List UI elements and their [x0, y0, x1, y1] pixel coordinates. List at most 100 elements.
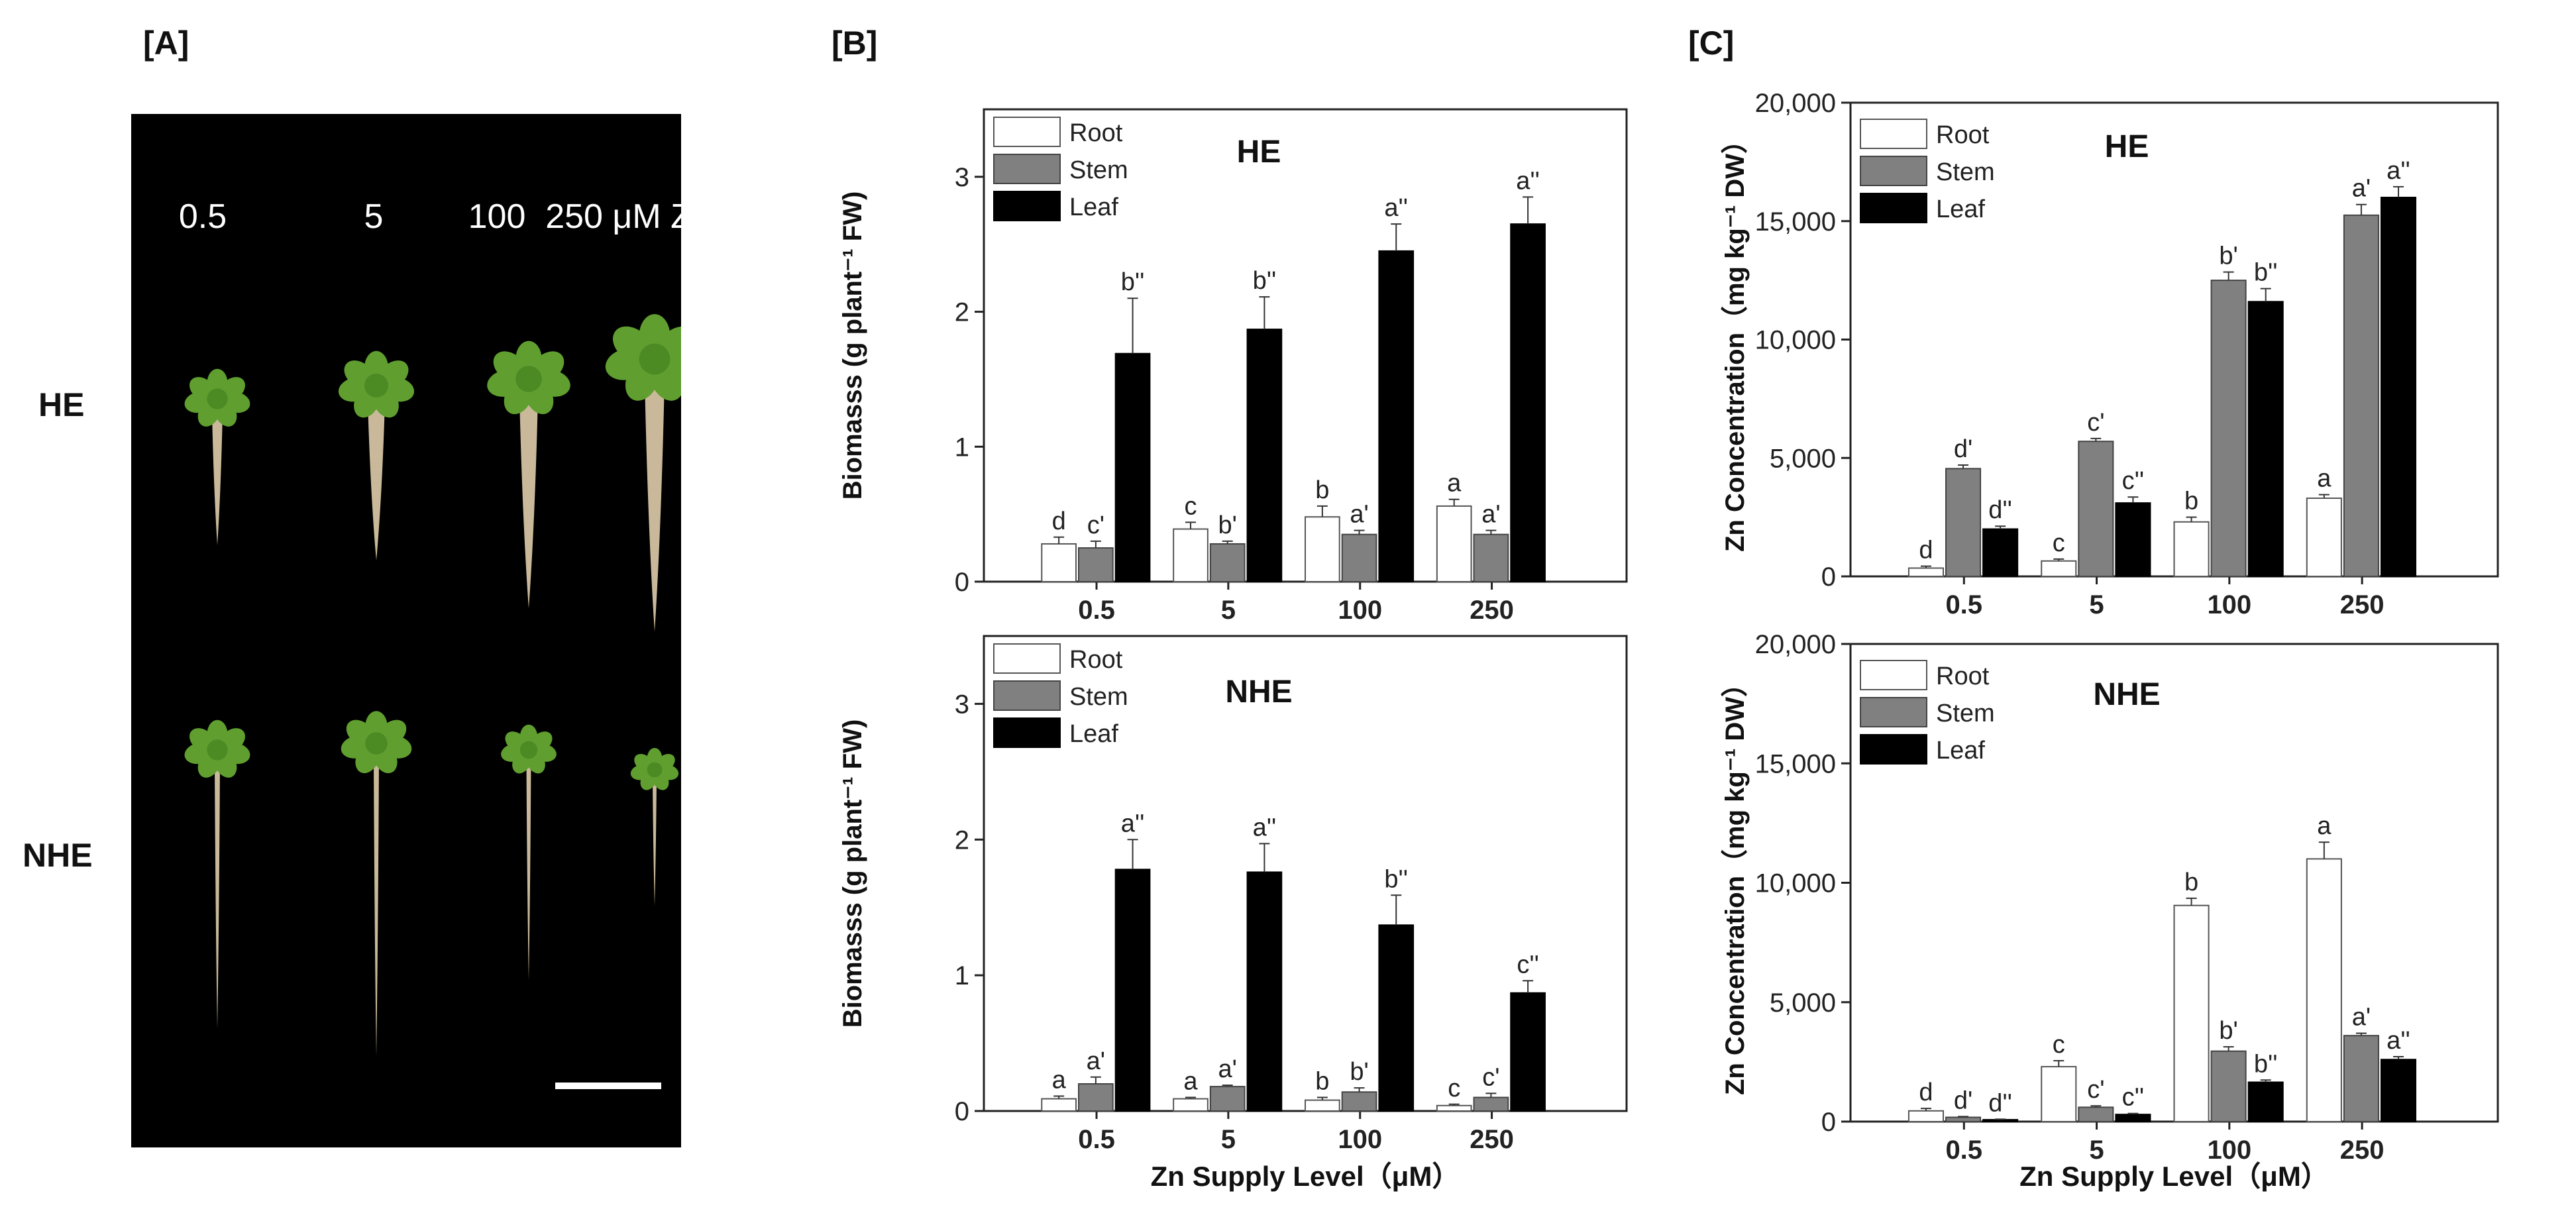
bar-leaf [2115, 502, 2151, 577]
x-tick-label: 5 [2089, 590, 2104, 619]
legend-swatch [1860, 734, 1927, 765]
significance-letter: d'' [1988, 1089, 2012, 1117]
significance-letter: d [1052, 507, 1066, 535]
bar-stem [2078, 441, 2114, 577]
significance-letter: c'' [1517, 951, 1539, 979]
significance-letter: c'' [2122, 467, 2145, 495]
significance-letter: a' [2352, 1004, 2371, 1032]
significance-letter: a'' [2387, 157, 2410, 185]
significance-letter: a'' [1121, 810, 1145, 837]
legend-label: Stem [1069, 156, 1128, 184]
significance-letter: a' [1087, 1047, 1105, 1075]
legend-label: Root [1936, 121, 1990, 149]
significance-letter: a' [1218, 1055, 1237, 1083]
bar-leaf [2247, 301, 2284, 577]
significance-letter: c'' [2122, 1084, 2145, 1112]
y-tick-label: 15,000 [1755, 749, 1836, 778]
significance-letter: b'' [2254, 259, 2278, 287]
x-tick-label: 100 [2207, 590, 2251, 619]
significance-letter: c' [1482, 1063, 1499, 1091]
y-axis-label: Zn Concentration（mg kg⁻¹ DW） [1721, 127, 1750, 552]
bar-root [2173, 521, 2210, 578]
bar-leaf [1246, 871, 1283, 1112]
legend-swatch [993, 154, 1061, 184]
bar-root [1041, 1098, 1077, 1112]
y-axis-label: Zn Concentration（mg kg⁻¹ DW） [1721, 670, 1750, 1095]
photo-background [131, 114, 681, 1147]
bar-leaf [1378, 924, 1415, 1112]
plant-center [365, 732, 388, 755]
bar-root [2306, 858, 2342, 1122]
x-tick-label: 5 [1221, 1125, 1236, 1154]
bar-stem [1473, 1096, 1509, 1112]
bar-leaf [1246, 329, 1283, 582]
bar-root [1907, 567, 1945, 577]
bar-leaf [1510, 223, 1546, 582]
legend-label: Stem [1936, 158, 1995, 186]
row-label-he: HE [38, 386, 85, 423]
y-tick-label: 0 [1821, 1108, 1836, 1137]
x-tick-label: 0.5 [1078, 596, 1115, 625]
bar-stem [1945, 468, 1982, 578]
legend-label: Root [1069, 119, 1123, 147]
x-tick-label: 0.5 [1945, 1136, 1982, 1165]
significance-letter: d'' [1988, 496, 2012, 524]
significance-letter: a'' [1253, 814, 1277, 841]
plant-center [515, 366, 542, 392]
significance-letter: a [1052, 1066, 1067, 1094]
plant-nhe-1 [341, 711, 412, 1057]
bar-root [1305, 1099, 1340, 1112]
significance-letter: a [1183, 1068, 1198, 1096]
bar-stem [1945, 1116, 1982, 1122]
bar-root [2306, 498, 2342, 578]
legend-label: Stem [1069, 683, 1128, 711]
significance-letter: b'' [1121, 268, 1145, 296]
bar-stem [2343, 1035, 2379, 1122]
bar-leaf [2380, 197, 2417, 577]
plant-root [519, 396, 538, 609]
significance-letter: c' [2087, 1076, 2104, 1104]
bar-leaf [1982, 1119, 2019, 1122]
x-axis-label: Zn Supply Level（μM） [2019, 1161, 2329, 1192]
dose-label-2: 100 [468, 197, 526, 236]
plant-root [374, 758, 379, 1057]
y-axis-label: Biomasss (g plant⁻¹ FW) [838, 191, 867, 500]
bar-stem [1341, 1091, 1377, 1112]
significance-letter: a' [1350, 501, 1368, 529]
y-tick-label: 5,000 [1770, 444, 1836, 473]
legend-label: Leaf [1069, 720, 1118, 748]
plant-center [207, 388, 228, 409]
significance-letter: b' [2219, 1017, 2237, 1045]
dose-label-1: 5 [364, 197, 384, 236]
significance-letter: a [2317, 465, 2332, 493]
legend-swatch [1860, 697, 1927, 727]
x-tick-label: 5 [2089, 1136, 2104, 1165]
x-tick-label: 100 [2207, 1136, 2251, 1165]
chart-b_nhe: 0 1 2 3 Biomasss (g plant⁻¹ FW) 0.5 a a' a'' 5 a a'… [838, 635, 1628, 1192]
significance-letter: d [1919, 1079, 1933, 1106]
legend-label: Leaf [1936, 737, 1985, 765]
y-tick-label: 10,000 [1755, 326, 1836, 355]
significance-letter: c' [1087, 511, 1104, 539]
significance-letter: a [2317, 812, 2332, 840]
legend-swatch [993, 191, 1061, 221]
y-tick-label: 0 [955, 1097, 969, 1126]
significance-letter: c [2053, 1031, 2065, 1059]
legend-swatch [993, 117, 1061, 147]
bar-root [1305, 516, 1340, 583]
legend-swatch [1860, 156, 1927, 186]
plant-center [207, 739, 228, 761]
bar-leaf [2115, 1114, 2151, 1123]
panel-label-a: [A] [143, 25, 189, 62]
y-axis-label: Biomasss (g plant⁻¹ FW) [838, 719, 867, 1028]
dose-label-0: 0.5 [179, 197, 227, 236]
bar-root [2041, 560, 2077, 578]
scale-bar [555, 1083, 661, 1089]
significance-letter: b [2184, 869, 2198, 896]
y-tick-label: 2 [955, 825, 969, 855]
bar-root [1436, 1104, 1472, 1112]
plant-nhe-2 [501, 724, 557, 980]
legend-swatch [993, 643, 1061, 674]
